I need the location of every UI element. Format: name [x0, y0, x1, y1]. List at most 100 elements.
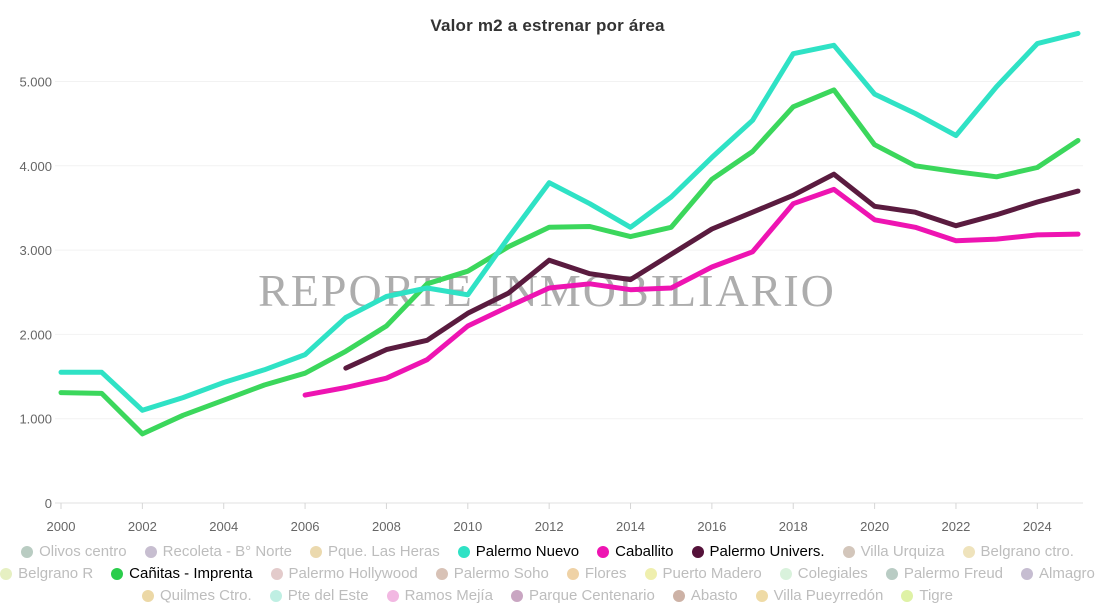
y-axis-tick-label: 3.000	[19, 243, 52, 258]
y-axis-tick-label: 2.000	[19, 327, 52, 342]
legend-label: Belgrano R	[18, 565, 94, 582]
page-title: Valor m2 a estrenar por área	[430, 16, 665, 35]
legend-item-villa-pueyrred-n[interactable]: Villa Pueyrredón	[755, 585, 884, 606]
legend-label: Flores	[584, 565, 627, 582]
legend-marker-icon	[111, 567, 124, 580]
legend-item-palermo-nuevo[interactable]: Palermo Nuevo	[457, 541, 580, 562]
y-axis-tick-label: 5.000	[19, 75, 52, 90]
series-line-ca-itas-imprenta	[58, 87, 1081, 437]
y-axis-tick-label: 1.000	[19, 412, 52, 427]
legend-label: Palermo Hollywood	[288, 565, 418, 582]
legend-item-puerto-madero[interactable]: Puerto Madero	[644, 563, 762, 584]
series-line-palermo-univers	[343, 171, 1081, 371]
legend-item-abasto[interactable]: Abasto	[672, 585, 738, 606]
legend-marker-icon	[755, 589, 768, 602]
legend-item-pte-del-este[interactable]: Pte del Este	[269, 585, 369, 606]
line-chart: 0 1.000 2.000 3.000 4.000 5.000 2000 2002 2004 20…	[19, 30, 1083, 534]
x-axis-tick-label: 2020	[860, 519, 889, 534]
y-axis-tick-label: 0	[45, 496, 52, 511]
legend-label: Palermo Nuevo	[475, 543, 580, 560]
legend-item-recoleta-b-norte[interactable]: Recoleta - B° Norte	[144, 541, 293, 562]
legend-item-palermo-soho[interactable]: Palermo Soho	[435, 563, 549, 584]
x-axis-tick-label: 2014	[616, 519, 645, 534]
legend-row: Belgrano R Cañitas - Imprenta Palermo Holl…	[0, 563, 1095, 584]
x-axis-tick-label: 2018	[779, 519, 808, 534]
y-axis-tick-label: 4.000	[19, 159, 52, 174]
legend-marker-icon	[386, 589, 399, 602]
legend-item-palermo-freud[interactable]: Palermo Freud	[885, 563, 1004, 584]
legend-marker-icon	[269, 589, 282, 602]
legend-label: Almagro	[1039, 565, 1095, 582]
legend-marker-icon	[691, 545, 704, 558]
legend-label: Belgrano ctro.	[980, 543, 1074, 560]
legend-marker-icon	[885, 567, 898, 580]
legend-label: Puerto Madero	[662, 565, 762, 582]
legend-item-flores[interactable]: Flores	[566, 563, 627, 584]
legend-label: Palermo Freud	[903, 565, 1004, 582]
legend-marker-icon	[435, 567, 448, 580]
legend-row: Quilmes Ctro. Pte del Este Ramos Mejía Parq…	[0, 585, 1095, 606]
legend-marker-icon	[144, 545, 157, 558]
legend-marker-icon	[597, 545, 610, 558]
legend-marker-icon	[962, 545, 975, 558]
legend-item-parque-centenario[interactable]: Parque Centenario	[510, 585, 655, 606]
legend-marker-icon	[270, 567, 283, 580]
legend-label: Quilmes Ctro.	[160, 587, 252, 604]
x-axis-tick-label: 2002	[128, 519, 157, 534]
legend-marker-icon	[0, 567, 13, 580]
legend-label: Tigre	[919, 587, 953, 604]
legend-marker-icon	[510, 589, 523, 602]
series-line-caballito	[302, 186, 1081, 398]
x-axis-tick-label: 2008	[372, 519, 401, 534]
legend-item-palermo-hollywood[interactable]: Palermo Hollywood	[270, 563, 418, 584]
legend-item-villa-urquiza[interactable]: Villa Urquiza	[842, 541, 945, 562]
legend-item-pque-las-heras[interactable]: Pque. Las Heras	[310, 541, 440, 562]
legend-item-ramos-mej-a[interactable]: Ramos Mejía	[386, 585, 493, 606]
x-axis-tick-label: 2004	[209, 519, 238, 534]
legend-marker-icon	[21, 545, 34, 558]
legend-item-colegiales[interactable]: Colegiales	[779, 563, 868, 584]
legend-label: Villa Urquiza	[860, 543, 945, 560]
legend-label: Abasto	[690, 587, 738, 604]
legend-item-tigre[interactable]: Tigre	[901, 585, 953, 606]
x-axis-tick-label: 2000	[47, 519, 76, 534]
x-axis-tick-label: 2012	[535, 519, 564, 534]
legend-label: Parque Centenario	[528, 587, 655, 604]
legend-item-quilmes-ctro[interactable]: Quilmes Ctro.	[142, 585, 252, 606]
legend-label: Cañitas - Imprenta	[129, 565, 253, 582]
legend-item-belgrano-ctro[interactable]: Belgrano ctro.	[962, 541, 1074, 562]
legend-marker-icon	[779, 567, 792, 580]
legend-marker-icon	[842, 545, 855, 558]
legend-item-olivos-centro[interactable]: Olivos centro	[21, 541, 127, 562]
x-axis-tick-label: 2022	[941, 519, 970, 534]
legend-label: Recoleta - B° Norte	[162, 543, 293, 560]
legend-marker-icon	[644, 567, 657, 580]
legend-label: Olivos centro	[39, 543, 127, 560]
legend-label: Caballito	[615, 543, 674, 560]
legend-item-ca-itas-imprenta[interactable]: Cañitas - Imprenta	[111, 563, 253, 584]
legend-item-belgrano-r[interactable]: Belgrano R	[0, 563, 93, 584]
legend: Olivos centro Recoleta - B° Norte Pque. La…	[0, 541, 1095, 607]
legend-marker-icon	[901, 589, 914, 602]
legend-marker-icon	[672, 589, 685, 602]
legend-marker-icon	[457, 545, 470, 558]
legend-label: Palermo Univers.	[709, 543, 825, 560]
legend-label: Ramos Mejía	[404, 587, 493, 604]
x-axis-tick-label: 2006	[291, 519, 320, 534]
legend-label: Villa Pueyrredón	[773, 587, 884, 604]
legend-item-palermo-univers[interactable]: Palermo Univers.	[691, 541, 825, 562]
x-axis-tick-label: 2010	[453, 519, 482, 534]
x-axis-tick-label: 2024	[1023, 519, 1052, 534]
x-axis-tick-label: 2016	[697, 519, 726, 534]
legend-label: Pte del Este	[287, 587, 369, 604]
series-line-palermo-nuevo	[58, 30, 1081, 413]
legend-label: Pque. Las Heras	[328, 543, 440, 560]
legend-marker-icon	[566, 567, 579, 580]
legend-label: Colegiales	[797, 565, 868, 582]
legend-marker-icon	[310, 545, 323, 558]
legend-item-almagro[interactable]: Almagro	[1021, 563, 1095, 584]
legend-item-caballito[interactable]: Caballito	[597, 541, 674, 562]
legend-marker-icon	[142, 589, 154, 602]
legend-label: Palermo Soho	[453, 565, 549, 582]
